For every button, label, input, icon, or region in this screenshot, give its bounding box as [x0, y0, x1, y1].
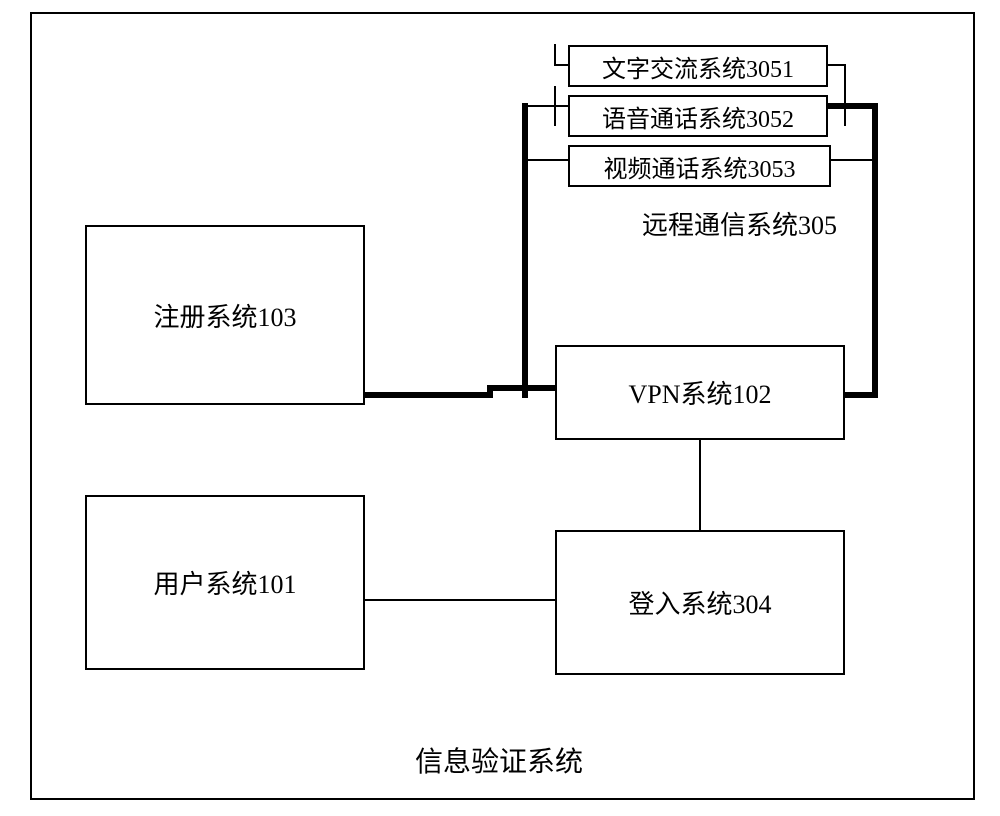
- node-login-label: 登入系统304: [628, 584, 771, 621]
- node-comm-text-label: 文字交流系统3051: [602, 49, 794, 84]
- node-comm-text: 文字交流系统3051: [568, 45, 828, 87]
- node-comm-video-label: 视频通话系统3053: [604, 149, 796, 184]
- node-register-label: 注册系统103: [153, 297, 296, 334]
- node-user-label: 用户系统101: [153, 564, 296, 601]
- label-remote-comm: 远程通信系统305: [642, 205, 837, 242]
- node-comm-video: 视频通话系统3053: [568, 145, 831, 187]
- node-comm-voice: 语音通话系统3052: [568, 95, 828, 137]
- diagram-title: 信息验证系统: [415, 740, 583, 780]
- node-vpn-label: VPN系统102: [628, 374, 771, 411]
- node-login: 登入系统304: [555, 530, 845, 675]
- node-comm-voice-label: 语音通话系统3052: [602, 99, 794, 134]
- node-register: 注册系统103: [85, 225, 365, 405]
- node-vpn: VPN系统102: [555, 345, 845, 440]
- node-user: 用户系统101: [85, 495, 365, 670]
- diagram-canvas: 注册系统103 用户系统101 VPN系统102 登入系统304 文字交流系统3…: [0, 0, 1000, 816]
